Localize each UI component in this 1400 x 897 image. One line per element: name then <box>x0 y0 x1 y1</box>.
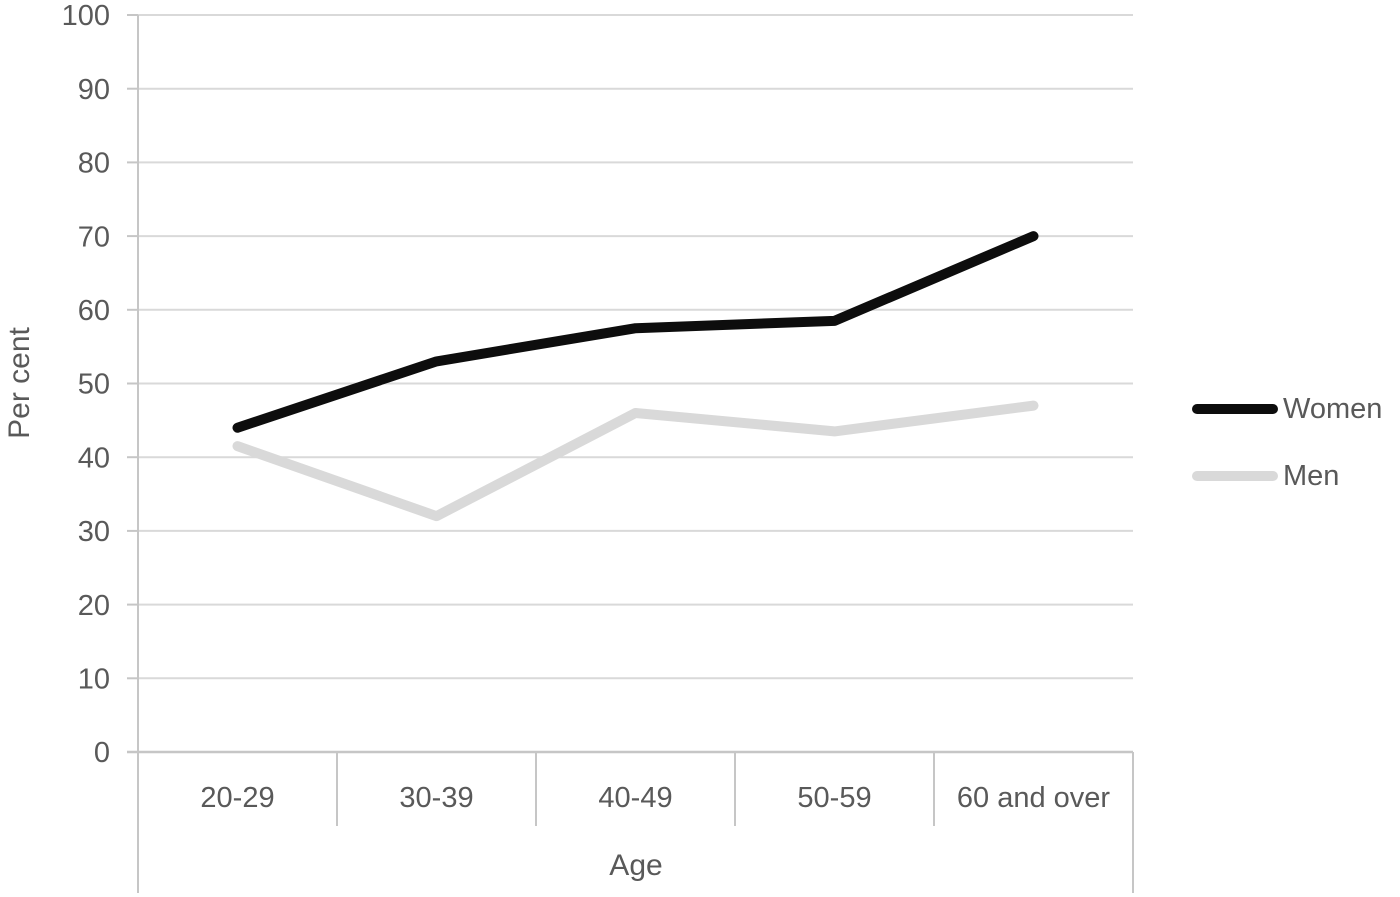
x-category-label: 50-59 <box>797 782 871 814</box>
y-tick-label: 20 <box>78 590 110 622</box>
legend-swatch-men-line <box>1192 471 1278 481</box>
x-category-label: 30-39 <box>399 782 473 814</box>
legend-label-women: Women <box>1283 392 1383 425</box>
y-tick-label: 60 <box>78 295 110 327</box>
y-tick-label: 70 <box>78 221 110 253</box>
y-tick-label: 10 <box>78 663 110 695</box>
legend: Women Men <box>1192 392 1382 526</box>
y-tick-label: 80 <box>78 148 110 180</box>
series-line-men <box>232 400 1039 522</box>
x-axis-title: Age <box>609 849 663 882</box>
y-tick-label: 90 <box>78 74 110 106</box>
y-tick-label: 50 <box>78 369 110 401</box>
y-tick-label: 40 <box>78 442 110 474</box>
legend-item-women: Women <box>1192 392 1382 426</box>
x-category-label: 40-49 <box>598 782 672 814</box>
x-category-label: 60 and over <box>957 782 1111 814</box>
y-tick-label: 30 <box>78 516 110 548</box>
legend-swatch-women-line <box>1192 404 1278 414</box>
y-axis-title: Per cent <box>3 327 36 439</box>
x-category-label: 20-29 <box>200 782 274 814</box>
series-line-women <box>232 231 1039 433</box>
legend-item-men: Men <box>1192 459 1382 493</box>
y-tick-label: 100 <box>62 0 110 32</box>
y-tick-label: 0 <box>94 737 110 769</box>
legend-label-men: Men <box>1283 459 1340 492</box>
